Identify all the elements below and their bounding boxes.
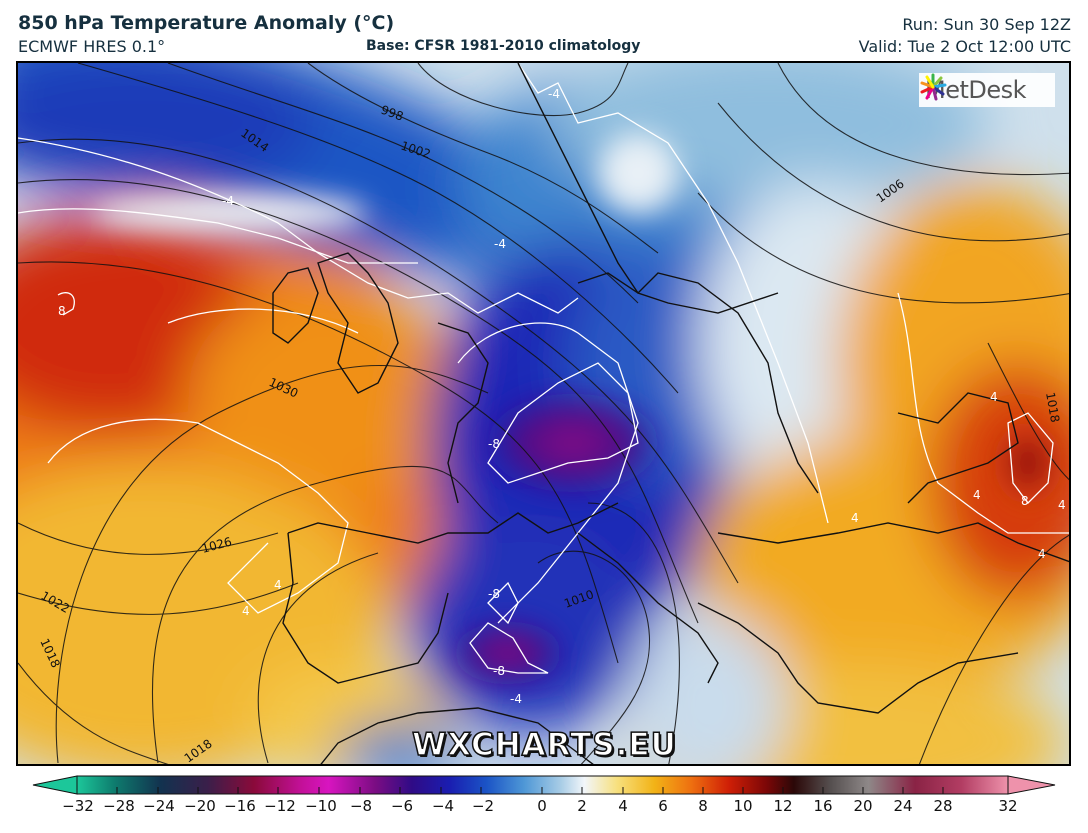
colorbar-tick: 10 bbox=[733, 797, 753, 815]
colorbar-tick: −8 bbox=[349, 797, 373, 815]
anomaly-label: -4 bbox=[510, 692, 522, 706]
colorbar-tick: 6 bbox=[658, 797, 668, 815]
anomaly-label: 4 bbox=[274, 578, 282, 592]
isobar-label: 1018 bbox=[1043, 391, 1062, 424]
map-field: 998 1002 1014 1006 1030 1026 1022 1018 1… bbox=[18, 63, 1069, 764]
coastlines bbox=[272, 63, 1069, 764]
anomaly-label: 4 bbox=[1058, 498, 1066, 512]
anomaly-label: 4 bbox=[990, 390, 998, 404]
colorbar-tick: −12 bbox=[264, 797, 296, 815]
run-time-label: Run: Sun 30 Sep 12Z bbox=[902, 15, 1071, 34]
isobars bbox=[18, 63, 1069, 764]
anomaly-label: 8 bbox=[58, 304, 66, 318]
colorbar-tick-labels: −32 −28 −24 −20 −16 −12 −10 −8 −6 −4 −2 … bbox=[0, 797, 1088, 819]
colorbar-tick: 2 bbox=[577, 797, 587, 815]
wxcharts-watermark: WXCHARTS.EU bbox=[411, 726, 677, 764]
colorbar-tick: 20 bbox=[853, 797, 873, 815]
colorbar-tick: −6 bbox=[390, 797, 414, 815]
climatology-base-label: Base: CFSR 1981-2010 climatology bbox=[366, 38, 641, 54]
colorbar-tick: −32 bbox=[62, 797, 94, 815]
colorbar-tick: 4 bbox=[618, 797, 628, 815]
anomaly-label: 8 bbox=[1021, 494, 1029, 508]
anomaly-label: 4 bbox=[851, 511, 859, 525]
anomaly-label: -8 bbox=[488, 437, 500, 451]
anomaly-label: 4 bbox=[973, 488, 981, 502]
colorbar-tick: −24 bbox=[143, 797, 175, 815]
anomaly-label: 4 bbox=[242, 604, 250, 618]
colorbar-tick: 32 bbox=[998, 797, 1018, 815]
colorbar-tick: −10 bbox=[305, 797, 337, 815]
colorbar-tick: 28 bbox=[933, 797, 953, 815]
chart-title: 850 hPa Temperature Anomaly (°C) bbox=[18, 12, 395, 34]
colorbar-tick: 8 bbox=[698, 797, 708, 815]
anomaly-label: -4 bbox=[222, 194, 234, 208]
colorbar-tick: 0 bbox=[537, 797, 547, 815]
model-label: ECMWF HRES 0.1° bbox=[18, 37, 166, 56]
anomaly-contours bbox=[18, 63, 1069, 674]
colorbar-tick: −20 bbox=[184, 797, 216, 815]
metdesk-pinwheel-icon bbox=[920, 73, 947, 101]
metdesk-logo-text: MetDesk bbox=[925, 76, 1027, 104]
colorbar-tick: −28 bbox=[103, 797, 135, 815]
colorbar-tick: 12 bbox=[773, 797, 793, 815]
anomaly-label: -8 bbox=[493, 664, 505, 678]
anomaly-label-layer: -4 -4 -4 8 -8 -8 -8 -4 4 4 4 4 8 4 4 4 bbox=[58, 87, 1066, 706]
colorbar-tick: −4 bbox=[431, 797, 455, 815]
anomaly-label: 4 bbox=[1038, 547, 1046, 561]
colorbar-tick: 16 bbox=[813, 797, 833, 815]
anomaly-label: -4 bbox=[548, 87, 560, 101]
anomaly-map: 998 1002 1014 1006 1030 1026 1022 1018 1… bbox=[16, 61, 1071, 766]
colorbar-max-arrow bbox=[1007, 775, 1056, 795]
metdesk-logo: MetDesk bbox=[919, 73, 1055, 107]
anomaly-label: -8 bbox=[488, 587, 500, 601]
anomaly-label: -4 bbox=[494, 237, 506, 251]
colorbar bbox=[32, 775, 1056, 795]
valid-time-label: Valid: Tue 2 Oct 12:00 UTC bbox=[858, 37, 1071, 56]
colorbar-tick: 24 bbox=[893, 797, 913, 815]
colorbar-min-arrow bbox=[32, 775, 78, 795]
colorbar-tick: −2 bbox=[471, 797, 495, 815]
colorbar-tick: −16 bbox=[224, 797, 256, 815]
